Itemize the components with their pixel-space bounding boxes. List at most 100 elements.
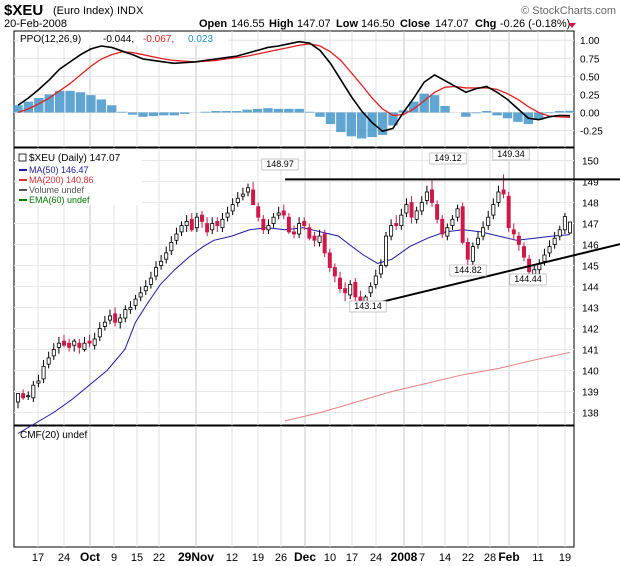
- price-annotation-box: [509, 273, 547, 286]
- price-y-tick-label: 149: [582, 178, 599, 189]
- ppo-histogram-bar: [23, 101, 34, 113]
- x-tick-label: 10: [324, 552, 336, 564]
- x-tick-label: 26: [275, 552, 287, 564]
- candlestick: [353, 278, 358, 302]
- candle-body: [271, 216, 276, 224]
- candlestick: [266, 219, 271, 234]
- candlestick: [62, 334, 66, 348]
- candlestick: [322, 229, 327, 258]
- x-tick-label: 29Nov: [178, 550, 214, 564]
- candlestick: [215, 217, 220, 232]
- candlestick: [276, 206, 281, 220]
- candle-body: [46, 357, 51, 365]
- x-tick-label: 22: [153, 552, 165, 564]
- candlestick: [159, 255, 164, 270]
- candle-body: [338, 277, 342, 290]
- candle-body: [133, 298, 138, 306]
- ppo-histogram-bar: [86, 95, 96, 113]
- ppo-y-tick-label: 1.00: [580, 36, 600, 47]
- candle-body: [276, 212, 281, 216]
- ppo-histogram: [13, 90, 575, 139]
- candlestick: [179, 221, 184, 237]
- chg-value: -0.26 (-0.18%): [500, 18, 570, 30]
- candle-body: [384, 235, 388, 266]
- candle-body: [343, 288, 348, 294]
- trendline: [366, 243, 620, 307]
- close-value: 147.07: [435, 18, 469, 30]
- candle-body: [36, 380, 41, 384]
- candle-body: [562, 216, 567, 231]
- x-tick-label: 15: [131, 552, 143, 564]
- candlestick: [92, 332, 97, 350]
- candle-body: [440, 218, 445, 235]
- ppo-histogram-bar: [263, 108, 273, 113]
- candle-body: [486, 216, 491, 226]
- candle-body: [72, 340, 77, 346]
- candle-body: [281, 210, 286, 216]
- candle-body: [62, 340, 66, 346]
- ppo-histogram-bar: [492, 112, 502, 116]
- candlestick: [332, 263, 337, 283]
- candlestick: [200, 210, 204, 228]
- candlestick: [557, 225, 562, 241]
- candlestick: [169, 236, 174, 255]
- ppo-y-axis: 1.00 0.75 0.50 0.25 0.00 -0.25: [580, 36, 603, 137]
- x-tick-label: 19: [252, 552, 264, 564]
- candle-body: [205, 223, 210, 233]
- candlestick: [72, 339, 77, 352]
- candle-body: [113, 313, 118, 323]
- candlestick: [108, 309, 112, 325]
- ppo-histogram-bar: [304, 111, 315, 113]
- candle-body: [128, 307, 133, 310]
- candle-body: [154, 267, 158, 277]
- ppo-histogram-bar: [440, 105, 450, 113]
- price-y-tick-label: 139: [582, 388, 599, 399]
- ppo-histogram-bar: [346, 112, 356, 137]
- x-tick-label: Oct: [80, 550, 100, 564]
- x-tick-label: 2008: [391, 550, 418, 564]
- price-annotation: 144.44: [514, 274, 542, 284]
- candle-body: [460, 206, 465, 243]
- candlestick: [97, 322, 102, 342]
- candle-body: [56, 342, 61, 348]
- candle-body: [108, 315, 112, 321]
- candle-body: [430, 189, 434, 203]
- price-annotation: 149.12: [434, 153, 462, 163]
- candlestick: [16, 393, 20, 409]
- ppo-histogram-bar: [544, 112, 554, 114]
- ppo-histogram-bar: [284, 108, 294, 113]
- candlestick: [164, 246, 169, 264]
- candlestick: [118, 313, 123, 329]
- candle-body: [87, 340, 92, 344]
- price-legend-item: Volume undef: [29, 185, 85, 195]
- candlestick: [389, 219, 394, 241]
- x-tick-label: 12: [226, 552, 238, 564]
- ppo-y-tick-label: 0.75: [580, 54, 600, 65]
- candlestick: [67, 339, 72, 352]
- candlestick: [419, 196, 424, 216]
- price-legend-item: MA(200) 140.86: [29, 175, 94, 185]
- candlestick: [148, 271, 153, 289]
- ppo-histogram-bar: [211, 111, 221, 113]
- candlestick: [394, 215, 399, 230]
- candlestick: [501, 174, 506, 199]
- price-legend: $XEU (Daily) 147.07 MA(50) 146.47MA(200)…: [18, 151, 142, 205]
- candlestick: [205, 217, 210, 237]
- ppo-histogram-bar: [409, 101, 419, 113]
- ppo-histogram-bar: [554, 111, 565, 113]
- candle-body: [256, 206, 261, 218]
- candlestick: [251, 182, 256, 205]
- ppo-histogram-bar: [565, 110, 575, 113]
- price-y-tick-label: 144: [582, 283, 599, 294]
- candlestick: [562, 213, 567, 234]
- ppo-histogram-bar: [481, 111, 492, 113]
- ppo-histogram-bar: [315, 112, 325, 117]
- ppo-line: [17, 40, 571, 133]
- high-value: 147.07: [297, 18, 331, 30]
- candle-body: [184, 220, 189, 226]
- price-annotation-box: [492, 148, 530, 161]
- candle-body: [246, 187, 250, 193]
- candle-body: [445, 227, 450, 237]
- ppo-histogram-bar: [65, 90, 75, 113]
- candle-body: [159, 260, 164, 266]
